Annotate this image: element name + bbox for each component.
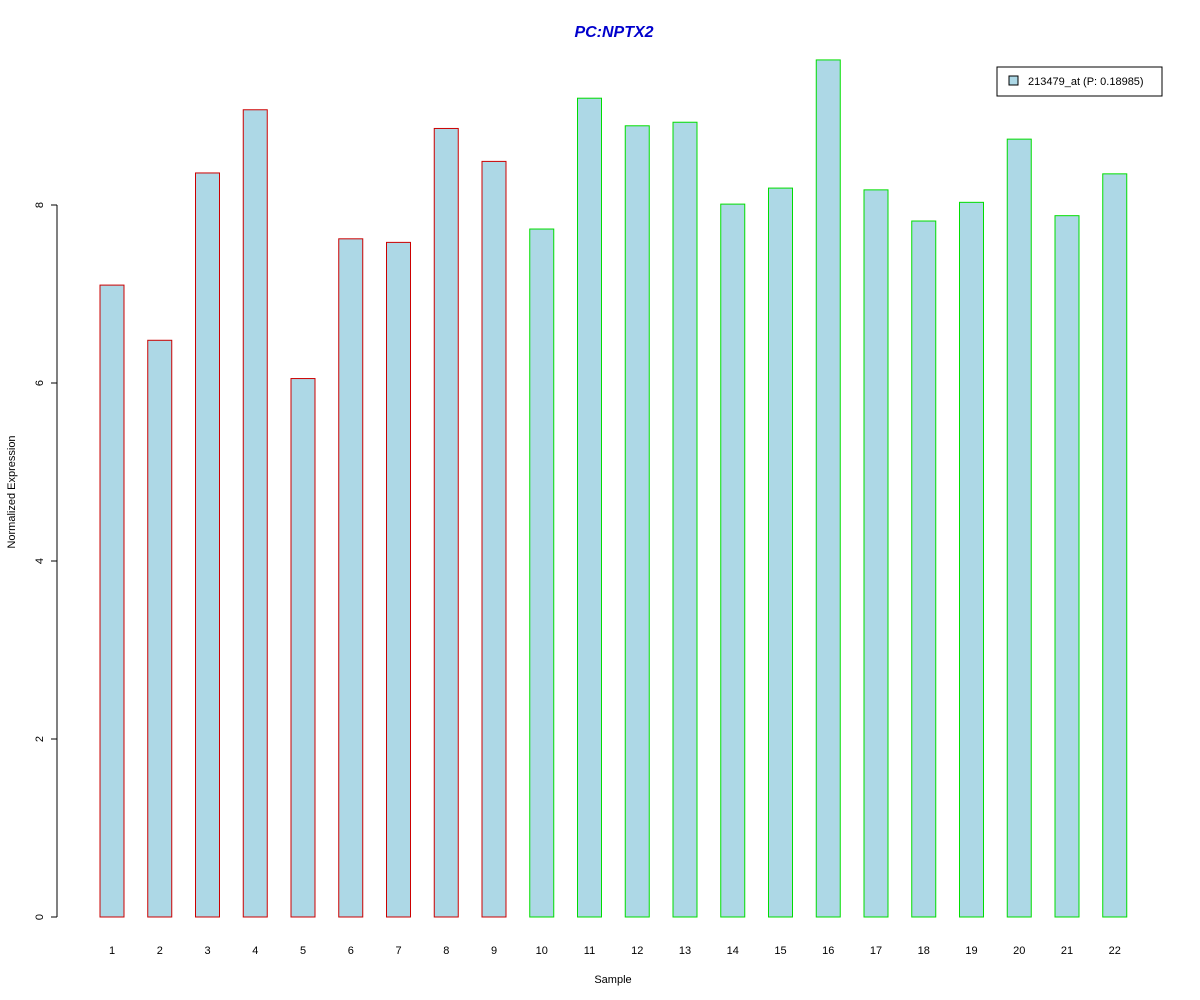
bar-sample-4 [242, 109, 268, 918]
x-tick-label: 9 [491, 945, 497, 957]
chart-title: PC:NPTX2 [574, 24, 653, 41]
bar-sample-20 [1006, 138, 1032, 918]
x-tick-label: 13 [679, 945, 691, 957]
bar-sample-13 [672, 121, 698, 918]
bar-sample-8 [433, 127, 459, 918]
x-tick-label: 5 [300, 945, 306, 957]
y-axis-label: Normalized Expression [6, 435, 18, 548]
bar-sample-14 [720, 203, 746, 918]
x-tick-label: 20 [1013, 945, 1025, 957]
y-tick-label: 6 [34, 380, 46, 386]
x-tick-label: 7 [395, 945, 401, 957]
bar-sample-15 [768, 187, 793, 918]
bar-sample-22 [1102, 173, 1128, 918]
bar-sample-12 [624, 125, 650, 918]
y-tick-label: 4 [34, 558, 46, 564]
x-tick-label: 21 [1061, 945, 1073, 957]
bar-sample-10 [529, 228, 555, 918]
legend: 213479_at (P: 0.18985) [996, 66, 1163, 97]
x-tick-label: 8 [443, 945, 449, 957]
x-tick-label: 14 [727, 945, 739, 957]
legend-swatch [1008, 75, 1019, 86]
x-tick-label: 6 [348, 945, 354, 957]
x-tick-label: 3 [204, 945, 210, 957]
x-tick-label: 4 [252, 945, 258, 957]
bar-sample-17 [863, 189, 889, 918]
x-tick-label: 2 [157, 945, 163, 957]
x-tick-label: 11 [584, 945, 595, 957]
bar-sample-19 [959, 201, 984, 918]
x-tick-label: 22 [1109, 945, 1121, 957]
bar-sample-21 [1054, 215, 1080, 918]
legend-label: 213479_at (P: 0.18985) [1028, 76, 1144, 88]
y-tick-label: 8 [34, 202, 46, 208]
bar-sample-2 [147, 339, 173, 918]
bar-sample-6 [338, 238, 364, 918]
x-tick-label: 15 [774, 945, 786, 957]
y-axis: 0 2 4 6 8 [34, 202, 58, 920]
bar-sample-16 [815, 59, 841, 918]
x-tick-label: 18 [918, 945, 930, 957]
y-tick-label: 2 [34, 736, 46, 742]
bar-sample-9 [481, 160, 507, 918]
x-tick-labels: 1 2 3 4 5 6 7 8 9 10 11 12 13 14 15 16 17 18 19 20 21 22 [109, 945, 1121, 957]
x-tick-label: 12 [631, 945, 643, 957]
bar-sample-3 [195, 172, 220, 918]
bar-sample-7 [386, 241, 411, 918]
bar-sample-1 [99, 284, 125, 918]
x-tick-label: 17 [870, 945, 882, 957]
legend-box [996, 66, 1163, 97]
x-tick-label: 19 [965, 945, 977, 957]
y-tick-label: 0 [34, 914, 46, 920]
bar-sample-18 [911, 220, 937, 918]
x-tick-label: 16 [822, 945, 834, 957]
bars [99, 59, 1128, 918]
bar-sample-11 [577, 97, 602, 918]
x-tick-label: 10 [536, 945, 548, 957]
bar-sample-5 [290, 378, 316, 918]
x-axis-label: Sample [594, 974, 631, 986]
x-tick-label: 1 [109, 945, 115, 957]
